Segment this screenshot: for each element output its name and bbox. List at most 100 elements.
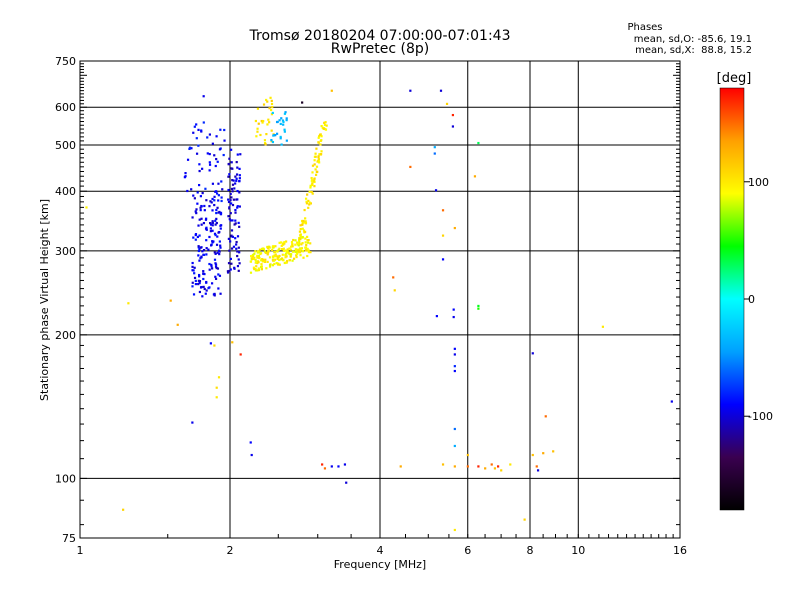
data-point: [319, 133, 322, 136]
data-point: [195, 212, 198, 215]
data-point: [289, 248, 292, 251]
data-point: [213, 232, 217, 235]
data-point: [198, 273, 201, 277]
data-point: [267, 118, 270, 121]
data-point: [306, 235, 309, 238]
data-point: [439, 89, 443, 92]
data-point: [280, 143, 283, 146]
data-point: [211, 209, 214, 212]
data-point: [284, 249, 288, 252]
data-point: [311, 182, 314, 185]
data-point: [250, 453, 253, 457]
data-point: [176, 323, 179, 326]
data-point: [313, 163, 316, 166]
data-point: [216, 251, 219, 254]
y-tick-label: 200: [55, 329, 76, 342]
data-point: [228, 206, 231, 209]
data-point: [216, 235, 219, 238]
data-point: [297, 242, 300, 245]
data-point: [314, 155, 317, 158]
data-point: [323, 121, 326, 124]
data-point: [441, 463, 445, 466]
data-point: [217, 249, 221, 252]
x-tick-label: 6: [464, 544, 471, 557]
data-point: [217, 287, 220, 290]
data-point: [266, 260, 269, 263]
data-point: [227, 215, 230, 218]
data-point: [228, 173, 231, 176]
data-point: [279, 135, 282, 139]
data-point: [208, 169, 211, 172]
data-point: [258, 256, 261, 260]
data-point: [500, 469, 503, 472]
data-point: [214, 223, 217, 226]
data-point: [197, 245, 200, 248]
data-point: [203, 209, 206, 212]
data-point: [601, 325, 605, 328]
data-point: [490, 463, 493, 466]
data-point: [473, 175, 477, 178]
y-tick-label: 300: [55, 245, 76, 258]
data-point: [304, 249, 307, 252]
data-point: [211, 220, 214, 223]
data-point: [202, 285, 205, 288]
data-point: [270, 138, 273, 142]
data-point: [215, 211, 218, 215]
data-point: [453, 465, 456, 468]
data-point: [317, 136, 320, 139]
data-point: [313, 177, 316, 180]
data-point: [393, 289, 396, 292]
data-point: [188, 146, 192, 149]
data-point: [268, 107, 271, 110]
data-point: [205, 280, 208, 284]
data-point: [256, 261, 259, 265]
data-point: [284, 253, 287, 257]
data-point: [282, 242, 285, 245]
data-point: [230, 187, 234, 191]
data-point: [216, 267, 220, 270]
colorbar-tick-label: 0: [748, 293, 755, 306]
data-point: [235, 243, 238, 246]
data-point: [307, 249, 310, 252]
data-point: [213, 251, 216, 254]
data-point: [324, 128, 328, 131]
data-point: [291, 243, 294, 246]
data-point: [236, 166, 239, 169]
data-point: [192, 131, 195, 134]
data-point: [215, 192, 219, 195]
data-point: [409, 89, 412, 92]
data-point: [262, 119, 265, 123]
data-point: [266, 100, 269, 103]
data-point: [122, 508, 125, 511]
data-point: [231, 183, 235, 186]
data-point: [264, 251, 268, 254]
data-point: [321, 463, 324, 466]
data-point: [263, 142, 267, 145]
data-point: [200, 129, 203, 132]
data-point: [309, 202, 312, 205]
data-point: [284, 256, 287, 259]
data-point: [237, 221, 240, 225]
data-point: [308, 190, 311, 193]
data-point: [466, 465, 469, 468]
data-point: [278, 254, 281, 258]
data-point: [228, 218, 231, 221]
data-point: [259, 252, 262, 256]
data-point: [345, 481, 348, 484]
colorbar-gradient: [719, 87, 745, 511]
data-point: [209, 342, 212, 345]
x-tick-label: 4: [377, 544, 384, 557]
data-point: [213, 344, 216, 347]
data-point: [309, 251, 312, 254]
data-point: [209, 223, 213, 226]
data-point: [270, 140, 273, 143]
data-point: [296, 252, 299, 256]
data-point: [307, 238, 310, 242]
data-point: [229, 268, 232, 271]
data-point: [317, 158, 321, 161]
data-point: [209, 200, 212, 203]
data-point: [542, 452, 545, 455]
data-point: [392, 276, 395, 279]
data-point: [266, 245, 269, 249]
